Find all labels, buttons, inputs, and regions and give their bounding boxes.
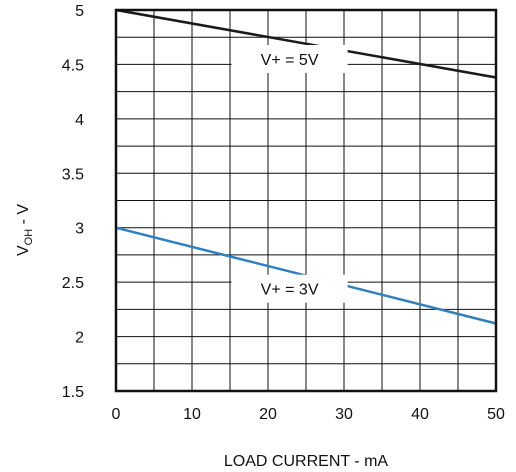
x-tick-label: 50 (487, 406, 505, 423)
x-axis-title: LOAD CURRENT - mA (224, 453, 388, 470)
y-tick-label: 2.5 (62, 275, 84, 292)
y-tick-label: 2 (75, 330, 84, 347)
y-axis-title: VOH - V (15, 204, 35, 256)
y-tick-label: 5 (75, 3, 84, 20)
annotation-label-2: V+ = 3V (261, 282, 319, 299)
y-axis-title-subscript: OH (23, 229, 35, 246)
y-tick-label: 1.5 (62, 384, 84, 401)
y-tick-labels: 1.5 2 2.5 3 3.5 4 4.5 5 (62, 3, 84, 401)
annotation-background (231, 44, 348, 73)
x-tick-label: 0 (112, 406, 121, 423)
annotation-label-1: V+ = 5V (261, 52, 319, 69)
series-line-1 (115, 8, 497, 79)
annotations: V+ = 5V V+ = 3V (231, 44, 348, 303)
y-axis-title-suffix: - V (15, 204, 32, 229)
annotation-background (231, 274, 348, 303)
x-tick-label: 40 (411, 406, 429, 423)
y-tick-label: 3 (75, 221, 84, 238)
plot-frame (114, 8, 498, 393)
x-tick-label: 10 (183, 406, 201, 423)
x-tick-labels: 0 10 20 30 40 50 (112, 406, 505, 423)
y-tick-label: 3.5 (62, 166, 84, 183)
x-tick-label: 30 (335, 406, 353, 423)
y-axis-title-main: V (15, 245, 32, 256)
y-tick-label: 4 (75, 112, 84, 129)
y-tick-label: 4.5 (62, 57, 84, 74)
x-tick-label: 20 (259, 406, 277, 423)
